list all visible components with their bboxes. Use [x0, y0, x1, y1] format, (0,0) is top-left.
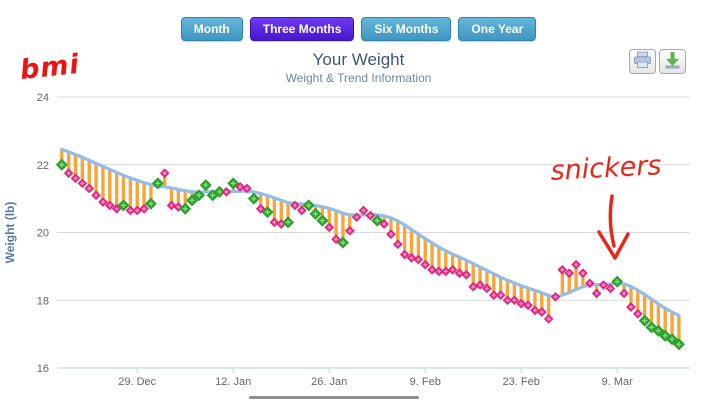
download-chart-button[interactable]	[659, 49, 686, 74]
range-button-month[interactable]: Month	[180, 17, 243, 41]
weight-points	[55, 158, 685, 351]
export-toolbar	[629, 49, 686, 74]
svg-text:20: 20	[37, 228, 49, 240]
svg-text:Weight (lb): Weight (lb)	[3, 202, 17, 264]
svg-text:23. Feb: 23. Feb	[503, 376, 540, 388]
svg-text:16: 16	[37, 363, 49, 375]
y-axis-labels: 16 18 20 22 24	[37, 92, 49, 375]
gridlines	[57, 96, 690, 369]
range-button-three-months[interactable]: Three Months	[249, 17, 355, 41]
range-selector: Month Three Months Six Months One Year	[0, 17, 717, 41]
svg-text:26. Jan: 26. Jan	[311, 376, 347, 388]
page-title: Your Weight	[312, 50, 405, 69]
svg-text:9. Feb: 9. Feb	[410, 376, 441, 388]
printer-icon	[632, 51, 653, 72]
svg-text:9. Mar: 9. Mar	[602, 376, 634, 388]
svg-text:22: 22	[37, 160, 49, 172]
snickers-annotation: snickers	[549, 150, 663, 187]
svg-text:18: 18	[37, 295, 49, 307]
svg-text:12. Jan: 12. Jan	[215, 376, 251, 388]
page-subtitle: Weight & Trend Information	[285, 71, 432, 85]
svg-text:24: 24	[37, 92, 49, 104]
range-button-six-months[interactable]: Six Months	[361, 17, 452, 41]
y-axis-title: Weight (lb)	[3, 202, 17, 264]
svg-text:29. Dec: 29. Dec	[118, 376, 156, 388]
download-icon	[662, 51, 683, 72]
horizontal-scrollbar-thumb[interactable]	[249, 396, 419, 399]
print-chart-button[interactable]	[629, 49, 656, 74]
x-axis-labels: 29. Dec 12. Jan 26. Jan 9. Feb 23. Feb 9. Mar	[118, 368, 633, 388]
range-button-one-year[interactable]: One Year	[458, 17, 537, 41]
annotation-arrow-icon	[597, 194, 630, 260]
